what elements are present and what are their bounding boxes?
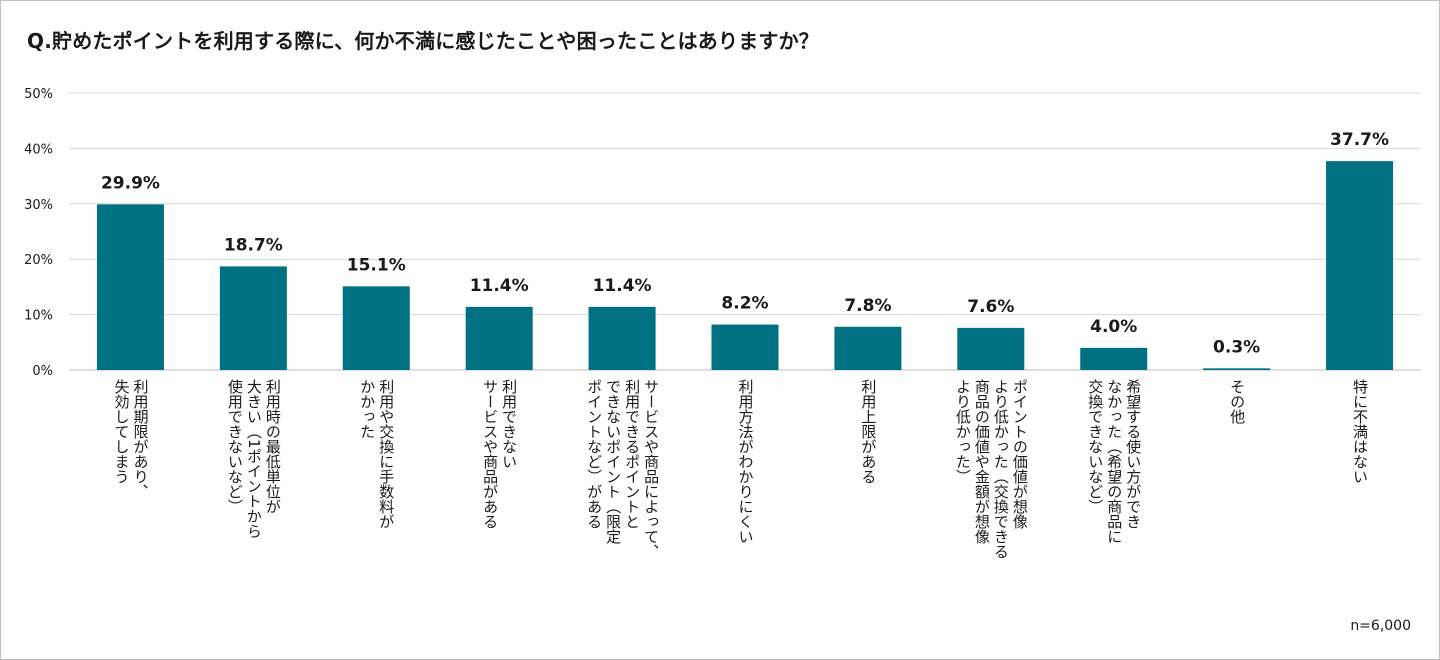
value-label: 37.7%	[1330, 130, 1389, 150]
value-label: 0.3%	[1213, 337, 1260, 357]
x-category-label: 特に不満はない	[1351, 379, 1370, 484]
bar	[711, 324, 779, 370]
value-label: 11.4%	[470, 276, 529, 296]
value-label: 11.4%	[593, 276, 652, 296]
value-label: 4.0%	[1090, 317, 1137, 337]
bar	[957, 327, 1025, 370]
bar	[834, 326, 902, 370]
x-category-label: ポイントの価値が想像 より低かった（交換できる 商品の価値や金額が想像 より低か…	[953, 379, 1029, 559]
chart-title: Q.貯めたポイントを利用する際に、何か不満に感じたことや困ったことはありますか？	[27, 29, 819, 53]
x-category-label: 利用できない サービスや商品がある	[481, 379, 519, 529]
value-label: 18.7%	[224, 235, 283, 255]
value-label: 7.8%	[844, 296, 891, 316]
x-category-label: 希望する使い方ができ なかった（希望の商品に 交換できないなど）	[1086, 379, 1143, 544]
x-category-label: 利用時の最低単位が 大きい（1ポイントから 使用できないなど）	[225, 379, 282, 539]
sample-size-note: n=6,000	[1350, 618, 1411, 634]
bar	[1080, 347, 1148, 370]
value-label: 15.1%	[347, 255, 406, 275]
bar	[219, 266, 287, 370]
x-category-label: 利用方法がわかりにくい	[736, 379, 755, 544]
bar-chart: 0% 10% 20% 30% 40% 50% 29.9% 18.7% 15.1% 11.4% 11.…	[24, 87, 1421, 379]
bar	[588, 306, 656, 370]
y-tick-label: 10%	[24, 309, 53, 324]
bar	[1326, 161, 1394, 370]
y-tick-label: 0%	[32, 364, 53, 379]
bar	[96, 204, 164, 370]
x-category-label: 利用上限がある	[859, 379, 878, 484]
bar	[1203, 368, 1271, 370]
x-category-label: 利用期限があり、 失効してしまう	[112, 379, 150, 499]
value-label: 8.2%	[721, 294, 768, 314]
bar	[465, 306, 533, 370]
x-category-label: その他	[1228, 379, 1247, 424]
x-category-label: サービスや商品によって、 利用できるポイントと できないポイント（限定 ポイント…	[585, 379, 661, 559]
y-tick-label: 40%	[24, 142, 53, 157]
bar	[342, 286, 410, 370]
y-tick-label: 30%	[24, 198, 53, 213]
value-label: 29.9%	[101, 173, 160, 193]
y-tick-label: 50%	[24, 87, 53, 102]
value-label: 7.6%	[967, 297, 1014, 317]
y-tick-label: 20%	[24, 253, 53, 268]
x-category-label: 利用や交換に手数料が かかった	[358, 379, 396, 529]
